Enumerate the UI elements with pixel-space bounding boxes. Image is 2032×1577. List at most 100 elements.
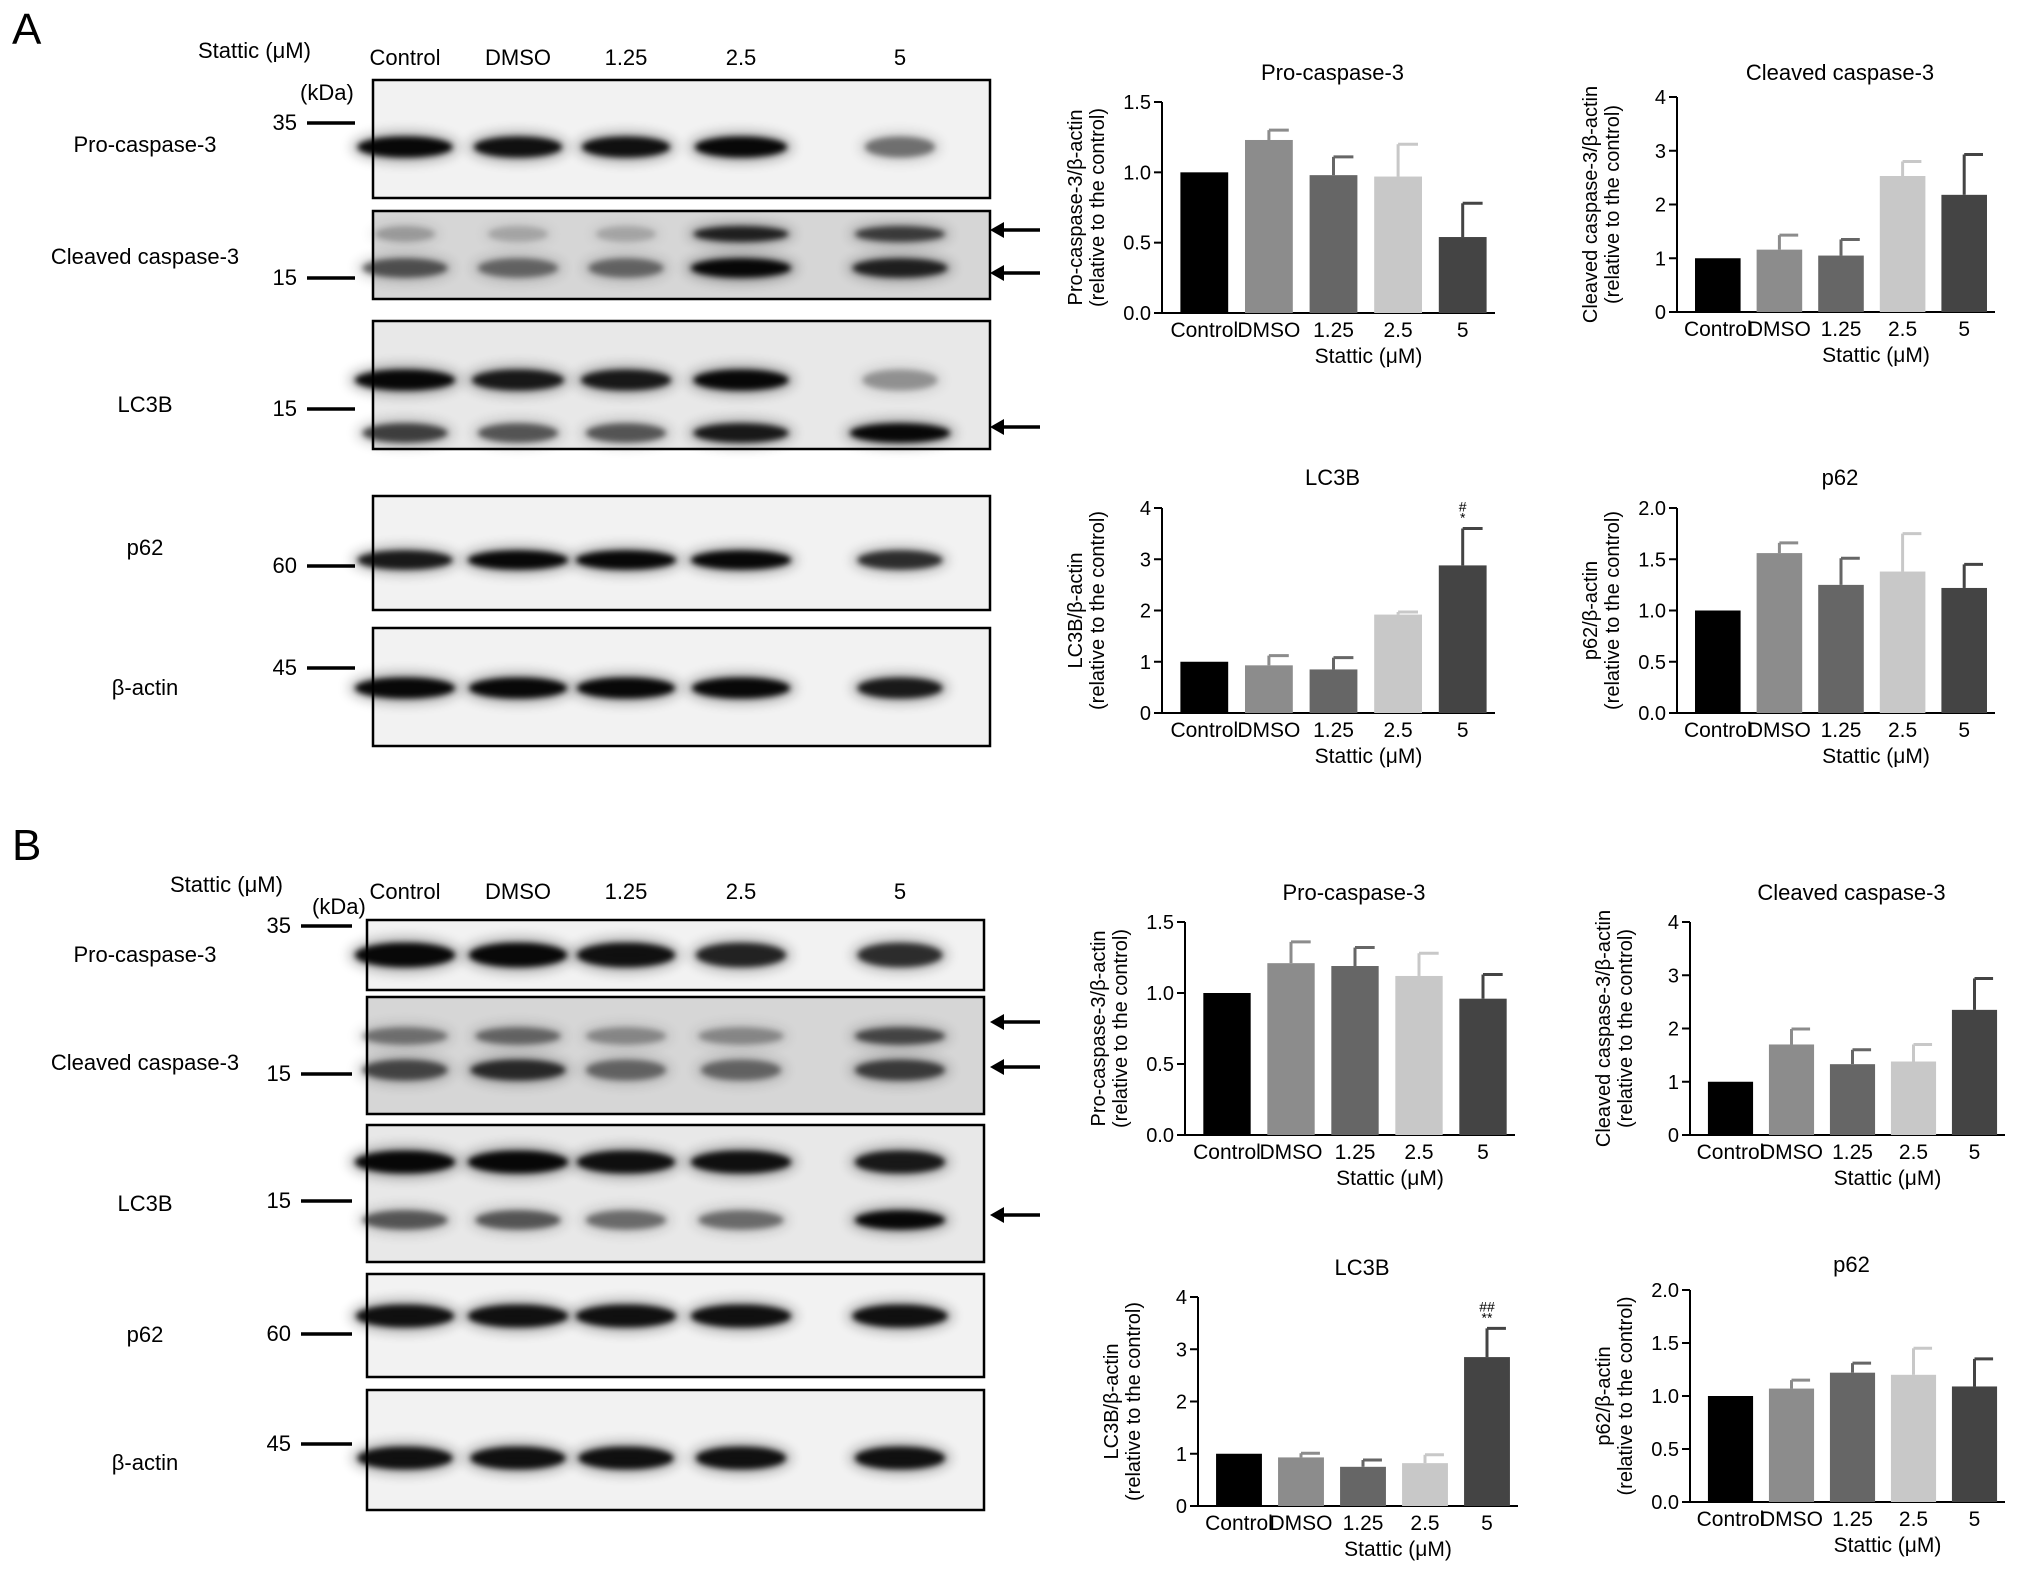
bar [1459,998,1507,1135]
y-axis-label: Pro-caspase-3/β-actin [1065,109,1087,305]
protein-label: Cleaved caspase-3 [51,244,239,269]
band-arrow-icon [990,419,1040,435]
protein-band [698,1027,784,1045]
kda-marker-label: 35 [267,913,291,938]
lane-label: 5 [894,45,906,70]
y-tick-label: 1.5 [1638,549,1666,571]
protein-band [692,677,790,699]
x-tick-label: 5 [1481,1512,1493,1535]
y-axis-label: (relative to the control) [1123,1302,1145,1501]
protein-label: β-actin [112,675,178,700]
y-tick-label: 3 [1176,1339,1187,1361]
protein-band [701,1059,781,1081]
blot-membrane [365,1123,986,1264]
blot-membrane [365,995,986,1116]
y-tick-label: 1.0 [1638,601,1666,623]
kda-marker-label: 15 [273,265,297,290]
protein-band [855,226,945,242]
bar [1879,571,1926,713]
kda-label: (kDa) [312,894,366,919]
y-tick-label: 0.0 [1146,1125,1174,1147]
protein-band [469,942,567,968]
chart-title: p62 [1822,465,1859,490]
y-tick-label: 3 [1655,141,1666,163]
kda-label: (kDa) [300,80,354,105]
x-tick-label: 2.5 [1404,1141,1433,1164]
x-tick-label: 1.25 [1343,1512,1384,1535]
y-tick-label: 1 [1655,248,1666,270]
x-tick-label: 1.25 [1313,719,1354,742]
bar [1180,661,1229,713]
bar [1374,176,1423,313]
protein-band [355,1150,455,1174]
bar-chart-A-4: p62 0.0 0.5 1.0 1.5 2.0 p62/β-actin (relative t… [1580,465,1995,768]
blot-panel-A: A Stattic (μM) (kDa) Control DMSO 1.25 2.5 5 Pro… [12,5,1040,748]
x-tick-label: Control [1684,318,1752,341]
y-axis-label: (relative to the control) [1087,511,1109,710]
protein-band [356,1304,454,1328]
kda-marker-label: 60 [273,553,297,578]
protein-band [855,1210,945,1230]
lane-label: 1.25 [605,45,648,70]
bar [1331,966,1379,1135]
protein-band [581,369,671,391]
bar [1818,584,1864,713]
protein-band [472,369,564,391]
protein-band [576,1304,676,1328]
protein-band [855,1446,945,1470]
bar [1180,172,1229,313]
protein-band [586,1210,666,1230]
y-tick-label: 1.5 [1146,912,1174,934]
protein-band [691,1150,791,1174]
protein-band [862,369,938,391]
y-tick-label: 2 [1140,601,1151,623]
bar-chart-B-2: Cleaved caspase-3 0 1 2 3 4 Cleaved caspase-3/… [1593,880,2005,1190]
bar [1768,1044,1815,1135]
protein-band [357,136,453,158]
y-tick-label: 3 [1668,965,1679,987]
significance-marker: * [1460,510,1466,526]
bar [1756,553,1803,713]
y-tick-label: 1.0 [1146,983,1174,1005]
y-tick-label: 2 [1655,195,1666,217]
x-tick-label: DMSO [1237,319,1300,342]
protein-band [576,550,676,570]
x-axis-label: Stattic (μM) [1315,345,1423,368]
y-axis-label: (relative to the control) [1615,1297,1637,1496]
x-axis-label: Stattic (μM) [1336,1167,1444,1190]
protein-band [696,942,786,968]
bar [1951,1009,1998,1135]
protein-band [691,550,791,570]
bar [1374,614,1423,713]
kda-marker-label: 35 [273,110,297,135]
y-axis-label: Cleaved caspase-3/β-actin [1580,86,1602,323]
x-tick-label: 1.25 [1821,719,1862,742]
bar [1309,175,1358,313]
protein-band [577,942,675,968]
protein-band [470,1059,566,1081]
y-tick-label: 0 [1176,1496,1187,1518]
protein-band [468,1150,568,1174]
protein-band [855,1059,945,1081]
lane-label: 2.5 [726,45,757,70]
protein-band [357,550,453,570]
protein-label: Cleaved caspase-3 [51,1050,239,1075]
bar [1402,1463,1448,1506]
protein-band [362,258,448,278]
protein-band [362,423,448,443]
bar [1707,1081,1754,1135]
protein-band [586,423,666,443]
lane-label: DMSO [485,45,551,70]
x-tick-label: 2.5 [1899,1508,1928,1531]
x-tick-label: 2.5 [1383,319,1412,342]
bar [1890,1061,1937,1135]
y-tick-label: 0.5 [1146,1054,1174,1076]
protein-band [852,258,948,278]
x-tick-label: 2.5 [1383,719,1412,742]
x-tick-label: DMSO [1760,1141,1823,1164]
y-tick-label: 0.0 [1651,1492,1679,1514]
protein-band [857,677,943,699]
y-tick-label: 2.0 [1651,1280,1679,1302]
x-tick-label: 1.25 [1313,319,1354,342]
